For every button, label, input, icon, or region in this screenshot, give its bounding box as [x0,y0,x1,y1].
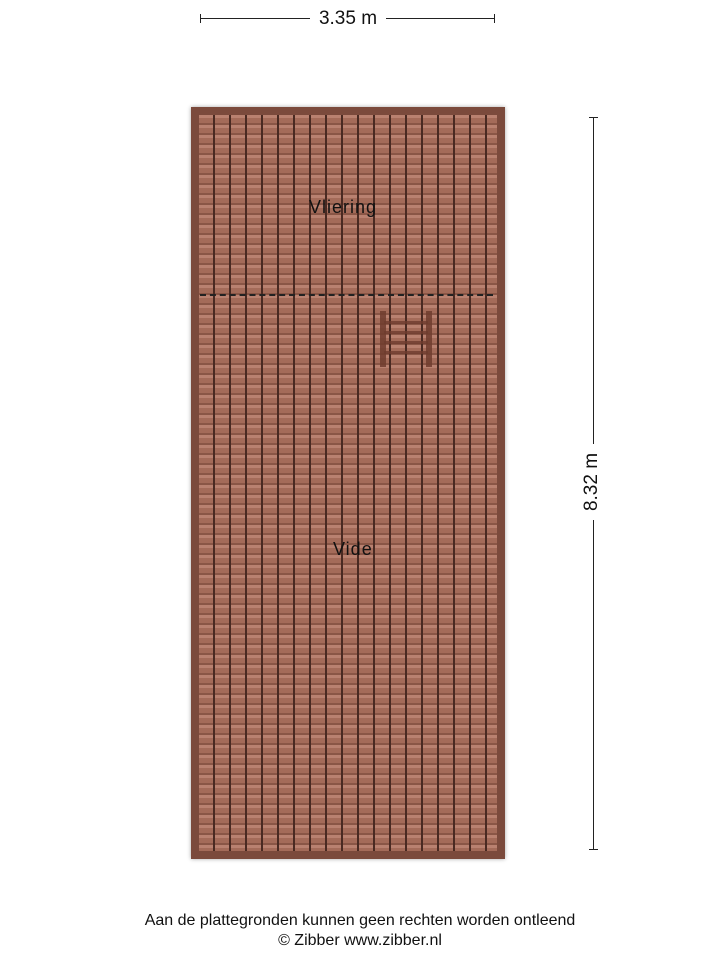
roof-plan: Vliering Vide [191,107,505,859]
dimension-tick [589,117,598,118]
width-dimension-label: 3.35 m [310,8,386,30]
floor-boundary-dashed-line [200,294,493,296]
room-label-vliering: Vliering [309,197,378,217]
height-dimension-label: 8.32 m [581,444,605,520]
disclaimer-text: Aan de plattegronden kunnen geen rechten… [144,912,576,929]
dimension-tick [200,14,201,23]
dimension-tick [494,14,495,23]
copyright-text: © Zibber www.zibber.nl [278,932,442,949]
room-label-vide: Vide [333,539,373,559]
dimension-tick [589,849,598,850]
loft-ladder-icon [380,311,432,367]
roof-tiles [199,115,497,851]
